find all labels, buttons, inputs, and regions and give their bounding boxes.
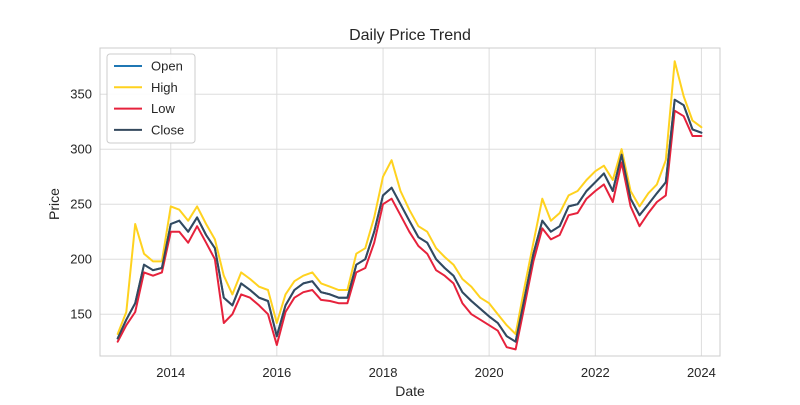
x-tick-label: 2016 — [262, 365, 291, 380]
x-tick-label: 2022 — [581, 365, 610, 380]
y-tick-label: 200 — [70, 252, 92, 267]
chart-title: Daily Price Trend — [349, 27, 471, 44]
x-axis-label: Date — [395, 383, 425, 399]
tick-labels: 2014 2016 2018 2020 2022 2024 150 200 250 300 350 — [70, 87, 716, 380]
series-line-close — [116, 98, 703, 343]
legend-label-low: Low — [151, 101, 175, 116]
legend-label-high: High — [151, 80, 178, 95]
legend-label-close: Close — [151, 122, 184, 137]
y-tick-label: 300 — [70, 142, 92, 157]
x-tick-label: 2018 — [369, 365, 398, 380]
y-tick-label: 250 — [70, 197, 92, 212]
x-tick-label: 2020 — [475, 365, 504, 380]
series-lines — [116, 60, 703, 351]
legend: Open High Low Close — [106, 53, 196, 144]
y-tick-label: 150 — [70, 307, 92, 322]
y-tick-label: 350 — [70, 87, 92, 102]
legend-box — [106, 53, 196, 144]
series-line-high — [116, 60, 703, 335]
series-line-low — [116, 109, 703, 351]
x-tick-label: 2024 — [687, 365, 716, 380]
plot-area-background — [100, 48, 720, 356]
y-axis-label: Price — [46, 188, 62, 220]
plot-area-frame — [99, 47, 721, 357]
legend-label-open: Open — [151, 59, 183, 74]
grid-lines — [100, 48, 720, 356]
x-tick-label: 2014 — [156, 365, 185, 380]
